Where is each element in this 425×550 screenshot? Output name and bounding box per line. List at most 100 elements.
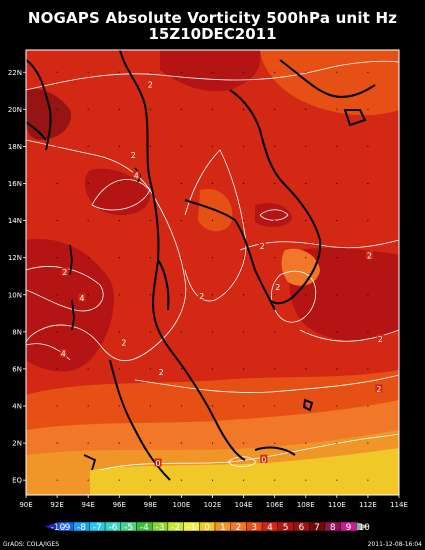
graticule-dot: [243, 183, 245, 184]
graticule-dot: [336, 220, 338, 222]
graticule-dot: [243, 405, 245, 407]
graticule-dot: [180, 442, 182, 444]
colorbar-label: -4: [140, 523, 149, 533]
colorbar-label: -10: [51, 523, 66, 533]
graticule-dot: [56, 183, 58, 184]
colorbar-label: 6: [298, 523, 304, 533]
graticule-dot: [56, 220, 58, 222]
colorbar-label: 0: [204, 523, 210, 533]
graticule-dot: [243, 145, 245, 147]
lat-tick-label: 10N: [8, 291, 22, 299]
graticule-dot: [305, 479, 307, 481]
graticule-dot: [87, 368, 89, 370]
graticule-dot: [180, 220, 182, 222]
graticule-dot: [87, 479, 89, 481]
graticule-dot: [149, 294, 151, 296]
graticule-dot: [118, 405, 120, 407]
credit-timestamp: 2011-12-08-16:04: [367, 541, 422, 548]
graticule-dot: [305, 405, 307, 407]
contour-label-group: 2 2 4 2 2 2 4 2 2 2 4 2 2 2 0 0: [59, 80, 384, 468]
graticule-dot: [118, 331, 120, 333]
contour-label-bg: [365, 250, 373, 259]
graticule-dot: [212, 331, 213, 333]
contour-label: 2: [148, 81, 153, 90]
colorbar-label: -6: [108, 523, 117, 533]
contour-label: 0: [156, 459, 161, 468]
graticule-dot: [274, 220, 276, 222]
graticule-dot: [336, 183, 338, 184]
graticule-dot: [149, 71, 151, 73]
graticule-dot: [305, 442, 307, 444]
contour-label-bg: [375, 384, 383, 393]
colorbar-label: 3: [251, 523, 257, 533]
contour-label: 2: [376, 385, 381, 394]
colorbar-label: -3: [156, 523, 165, 533]
graticule-dot: [336, 257, 338, 259]
lon-tick-label: 98E: [144, 501, 157, 509]
graticule-dot: [243, 294, 245, 296]
graticule-dot: [367, 71, 369, 73]
graticule-dot: [56, 368, 58, 370]
graticule-dot: [212, 71, 213, 73]
graticule-dot: [243, 108, 245, 110]
colorbar-label: -8: [77, 523, 86, 533]
graticule-dot: [87, 71, 89, 73]
graticule-dot: [118, 368, 120, 370]
graticule-dot: [367, 108, 369, 110]
contour-label-bg: [154, 458, 162, 467]
graticule-dot: [305, 368, 307, 370]
contour-label: 2: [199, 292, 204, 301]
colorbar-label: 10: [358, 523, 370, 533]
graticule-dot: [118, 479, 120, 481]
lat-tick-label: 18N: [8, 143, 22, 151]
graticule-dot: [367, 331, 369, 333]
contour-label-bg: [274, 282, 282, 291]
contour-label: 2: [378, 335, 383, 344]
contour-label: 2: [260, 242, 265, 251]
graticule-dot: [274, 257, 276, 259]
graticule-dot: [212, 108, 213, 110]
graticule-dot: [56, 479, 58, 481]
graticule-dot: [87, 108, 89, 110]
graticule-dot: [336, 108, 338, 110]
graticule-dot: [305, 71, 307, 73]
lon-tick-label: 110E: [328, 501, 346, 509]
contour-label: 4: [61, 350, 66, 359]
graticule-dot: [180, 257, 182, 259]
graticule-dot: [243, 479, 245, 481]
graticule-dot: [180, 183, 182, 184]
graticule-dot: [367, 368, 369, 370]
lon-tick-label: 112E: [359, 501, 377, 509]
graticule-dot: [305, 108, 307, 110]
contour-label: 4: [79, 294, 84, 303]
colorbar-label: 1: [220, 523, 226, 533]
longitude-ticks: 90E 92E 94E 96E 98E 100E 102E 104E 106E 108E 110E 1…: [19, 495, 408, 509]
colorbar: -10-9 -8 -7 -6 -5 -4 -3 -2 -1 0 1 2 3 4 5 6 7 8 9 10: [43, 521, 371, 533]
graticule-dot: [118, 108, 120, 110]
lat-tick-label: 14N: [8, 217, 22, 225]
graticule-dot: [56, 145, 58, 147]
contour-label-bg: [198, 291, 206, 300]
field-patch-higher: [26, 88, 71, 140]
latitude-ticks: 22N 20N 18N 16N 14N 12N 10N 8N 6N 4N 2N EQ: [8, 69, 26, 485]
graticule-dot: [180, 145, 182, 147]
colorbar-label: -1: [187, 523, 196, 533]
contour-label: 2: [275, 283, 280, 292]
graticule-dot: [305, 331, 307, 333]
graticule-dot: [212, 368, 213, 370]
contour-label-bg: [260, 454, 268, 463]
shaded-field: 2 2 4 2 2 2 4 2 2 2 4 2 2 2 0 0: [26, 50, 399, 495]
graticule-dot: [336, 71, 338, 73]
lon-tick-label: 94E: [81, 501, 94, 509]
graticule-dot: [305, 220, 307, 222]
graticule-dot: [149, 331, 151, 333]
graticule-dot: [305, 145, 307, 147]
graticule-dot: [305, 183, 307, 184]
graticule-dot: [87, 183, 89, 184]
graticule-dot: [149, 442, 151, 444]
graticule-dot: [274, 108, 276, 110]
graticule-dot: [274, 442, 276, 444]
graticule-dot: [336, 145, 338, 147]
graticule-dot: [56, 108, 58, 110]
graticule-dot: [149, 479, 151, 481]
